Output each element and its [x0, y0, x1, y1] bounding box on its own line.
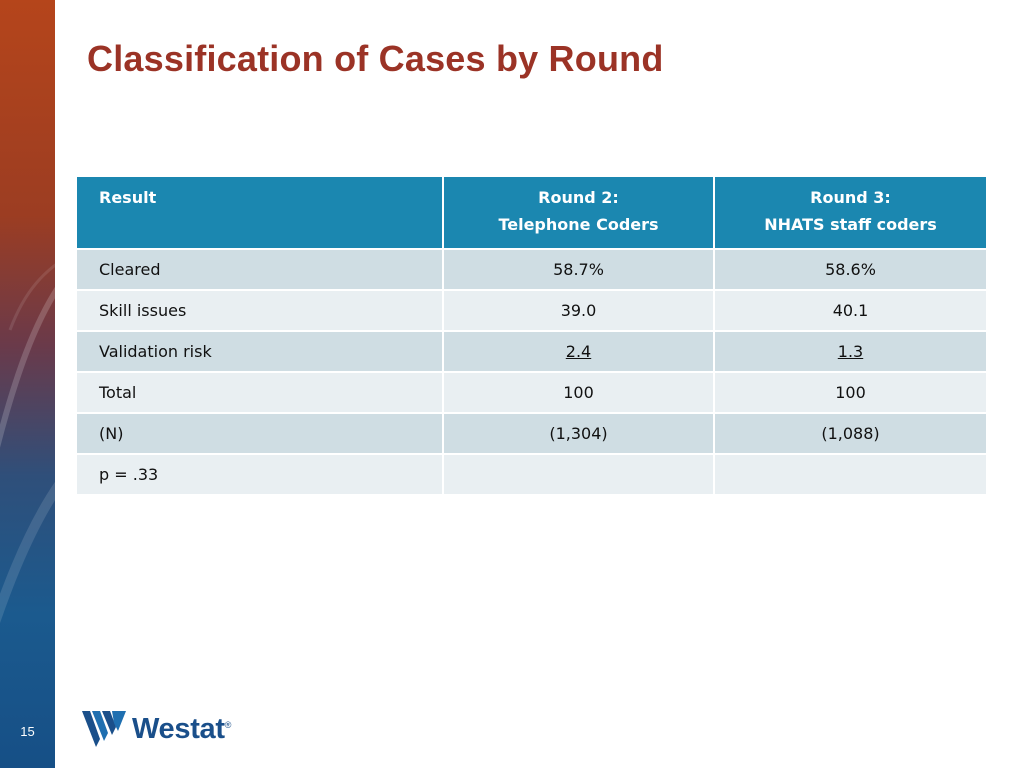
table-row: Cleared 58.7% 58.6% [77, 249, 986, 291]
table-header-row: Result Round 2: Telephone Coders Round 3… [77, 177, 986, 250]
header-round-3: Round 3: NHATS staff coders [714, 177, 986, 250]
row-label: Skill issues [77, 290, 444, 332]
row-round-2-value: 39.0 [443, 290, 715, 332]
slide-title: Classification of Cases by Round [87, 38, 664, 79]
table-row: Validation risk 2.4 1.3 [77, 331, 986, 373]
row-round-3-value: (1,088) [714, 413, 986, 455]
table-row: p = .33 [77, 454, 986, 496]
header-result: Result [77, 177, 444, 250]
row-round-2-value: (1,304) [443, 413, 715, 455]
header-round-2: Round 2: Telephone Coders [443, 177, 715, 250]
row-label: Validation risk [77, 331, 444, 373]
table-row: Total 100 100 [77, 372, 986, 414]
registered-mark: ® [224, 720, 232, 730]
table-row: Skill issues 39.0 40.1 [77, 290, 986, 332]
row-round-3-value: 58.6% [714, 249, 986, 291]
decorative-side-band: 15 [0, 0, 55, 768]
row-label: Total [77, 372, 444, 414]
westat-logo-mark-icon [82, 711, 126, 747]
row-round-2-value: 2.4 [565, 342, 592, 361]
row-round-3-value: 1.3 [837, 342, 864, 361]
westat-logo-word: Westat [132, 712, 225, 745]
row-round-2-value [443, 454, 715, 496]
row-round-3-value [714, 454, 986, 496]
page-number: 15 [20, 724, 35, 739]
header-round-3-line1: Round 3: [810, 188, 891, 207]
table-row: (N) (1,304) (1,088) [77, 413, 986, 455]
row-round-2-value: 100 [443, 372, 715, 414]
row-label: Cleared [77, 249, 444, 291]
row-round-3-value: 40.1 [714, 290, 986, 332]
classification-table: Result Round 2: Telephone Coders Round 3… [77, 177, 986, 496]
header-round-2-line2: Telephone Coders [498, 215, 659, 234]
row-round-2-value-cell: 2.4 [443, 331, 715, 373]
row-label: p = .33 [77, 454, 444, 496]
row-round-2-value: 58.7% [443, 249, 715, 291]
row-label: (N) [77, 413, 444, 455]
header-round-3-line2: NHATS staff coders [764, 215, 937, 234]
row-round-3-value-cell: 1.3 [714, 331, 986, 373]
header-round-2-line1: Round 2: [538, 188, 619, 207]
row-round-3-value: 100 [714, 372, 986, 414]
westat-logo: Westat ® [82, 708, 231, 750]
header-result-label: Result [99, 188, 157, 207]
side-band-swirl-graphic [0, 263, 55, 624]
